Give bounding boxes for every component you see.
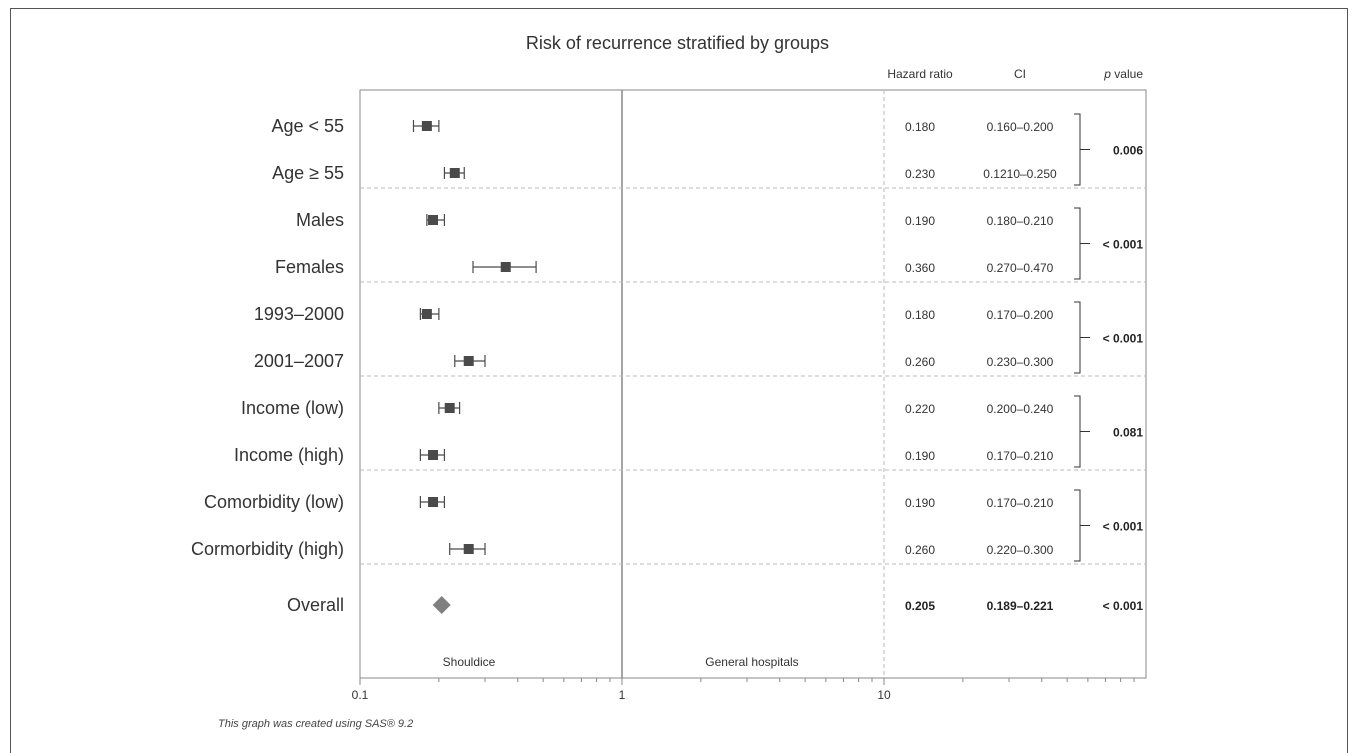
ci-value: 0.1210–0.250 [983, 167, 1057, 181]
ci-value: 0.170–0.210 [987, 496, 1054, 510]
x-tick-label: 10 [877, 688, 891, 702]
row-label: Income (high) [234, 445, 344, 465]
hr-point-marker [421, 121, 432, 131]
chart-title: Risk of recurrence stratified by groups [525, 33, 830, 53]
hr-value: 0.260 [905, 355, 935, 369]
hr-point-marker [428, 450, 439, 460]
ci-value: 0.180–0.210 [987, 214, 1054, 228]
row-label: Females [275, 257, 344, 277]
hr-value: 0.190 [905, 496, 935, 510]
figure-frame [10, 8, 1348, 753]
row-label: Age ≥ 55 [272, 163, 344, 183]
hr-point-marker [449, 168, 460, 178]
row-label: Comorbidity (low) [204, 492, 344, 512]
favor-left-label: Shouldice [443, 655, 496, 669]
favor-right-label: General hospitals [705, 655, 798, 669]
overall-label: Overall [287, 595, 344, 615]
group-bracket [1074, 489, 1081, 562]
overall-p-value: < 0.001 [1103, 599, 1144, 613]
p-value: < 0.001 [1103, 520, 1144, 534]
hr-point-marker [500, 262, 511, 272]
hr-value: 0.180 [905, 120, 935, 134]
x-tick-label: 1 [619, 688, 626, 702]
ci-value: 0.170–0.210 [987, 449, 1054, 463]
overall-ci-value: 0.189–0.221 [987, 599, 1054, 613]
ci-value: 0.170–0.200 [987, 308, 1054, 322]
hr-point-marker [444, 403, 455, 413]
ci-value: 0.200–0.240 [987, 402, 1054, 416]
p-value: 0.006 [1113, 144, 1143, 158]
hr-point-marker [463, 356, 474, 366]
row-label: Income (low) [241, 398, 344, 418]
header-hazard-ratio: Hazard ratio [887, 67, 953, 81]
header-p-italic: p [1103, 67, 1111, 81]
group-bracket [1074, 113, 1081, 186]
hr-point-marker [428, 497, 439, 507]
header-p-value: p value [1103, 67, 1143, 81]
group-bracket [1074, 301, 1081, 374]
row-label: Cormorbidity (high) [191, 539, 344, 559]
hr-point-marker [428, 215, 439, 225]
ci-value: 0.220–0.300 [987, 543, 1054, 557]
ci-value: 0.160–0.200 [987, 120, 1054, 134]
ci-value: 0.270–0.470 [987, 261, 1054, 275]
group-bracket [1074, 395, 1081, 468]
hr-value: 0.190 [905, 214, 935, 228]
hr-value: 0.360 [905, 261, 935, 275]
ci-value: 0.230–0.300 [987, 355, 1054, 369]
footnote: This graph was created using SAS® 9.2 [218, 718, 414, 730]
hr-value: 0.260 [905, 543, 935, 557]
p-value: < 0.001 [1103, 238, 1144, 252]
hr-value: 0.190 [905, 449, 935, 463]
row-label: Males [296, 210, 344, 230]
group-bracket [1074, 207, 1081, 280]
header-p-rest: value [1111, 67, 1143, 81]
row-label: 2001–2007 [254, 351, 344, 371]
row-label: 1993–2000 [254, 304, 344, 324]
p-value: < 0.001 [1103, 332, 1144, 346]
hr-point-marker [421, 309, 432, 319]
hr-value: 0.230 [905, 167, 935, 181]
hr-value: 0.180 [905, 308, 935, 322]
overall-hr-value: 0.205 [905, 599, 935, 613]
hr-value: 0.220 [905, 402, 935, 416]
p-value: 0.081 [1113, 426, 1143, 440]
header-ci: CI [1014, 67, 1026, 81]
overall-diamond-marker [432, 596, 451, 614]
hr-point-marker [463, 544, 474, 554]
row-label: Age < 55 [271, 116, 344, 136]
plot-area [359, 89, 1147, 679]
x-tick-label: 0.1 [352, 688, 369, 702]
